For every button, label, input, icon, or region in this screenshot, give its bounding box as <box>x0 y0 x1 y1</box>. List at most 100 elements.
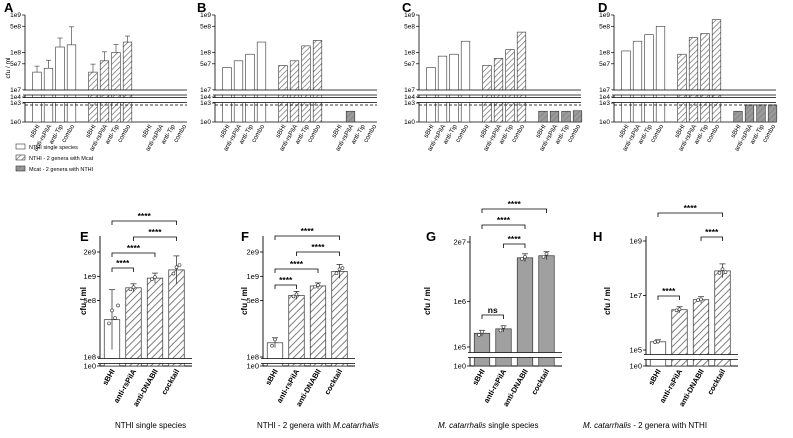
bar <box>677 53 687 123</box>
category-label: cocktail <box>159 368 181 397</box>
axis-break <box>212 97 378 103</box>
category-label: sBHI <box>263 368 279 387</box>
panel-letter: G <box>426 229 436 244</box>
y-tick-label: 1e0 <box>246 362 259 371</box>
category-label: sBHI <box>100 368 116 387</box>
legend-swatch <box>15 143 26 150</box>
significance-label: **** <box>662 286 676 296</box>
y-tick-label: 1e7 <box>10 87 21 94</box>
y-tick-label: 5e8 <box>10 23 21 30</box>
y-tick-label: 1e7 <box>404 87 415 94</box>
bar <box>700 33 710 123</box>
panel-caption: M. catarrhalis - 2 genera with NTHI <box>583 421 707 430</box>
bar <box>288 295 305 367</box>
significance-bracket <box>133 236 177 241</box>
y-tick-label: 1e0 <box>200 119 211 126</box>
panel-letter: C <box>402 0 412 15</box>
caption-italic: M. catarrhalis <box>583 421 631 430</box>
data-point <box>113 316 117 320</box>
caption-text: NTHI single species <box>115 421 186 430</box>
y-tick-label: 1e0 <box>404 119 415 126</box>
bar <box>55 46 65 123</box>
y-tick-label: 1e0 <box>629 362 642 371</box>
y-tick-label: 1e3 <box>599 100 610 107</box>
data-point <box>696 298 700 302</box>
significance-label: **** <box>148 227 162 237</box>
y-axis-label: cfu / ml <box>603 287 612 315</box>
bar <box>111 52 121 123</box>
category-label: cocktail <box>322 368 344 397</box>
data-point <box>677 307 682 311</box>
significance-bracket <box>481 314 504 319</box>
y-axis-label: cfu / ml <box>423 287 432 315</box>
y-tick-label: 5e8 <box>83 296 96 305</box>
significance-bracket <box>274 235 340 240</box>
y-tick-label: 1e8 <box>246 353 259 362</box>
significance-label: **** <box>508 234 522 244</box>
bar <box>168 269 185 367</box>
bar <box>122 41 133 123</box>
panel-D: D1e01e31e41e75e71e85e81e9sBHIanti-rsPilA… <box>598 0 777 153</box>
significance-bracket <box>481 224 526 229</box>
bar <box>516 257 534 367</box>
data-point <box>520 257 524 261</box>
data-point <box>334 271 339 275</box>
panel-letter: E <box>80 229 89 244</box>
significance-label: **** <box>127 243 141 253</box>
y-axis-label: cfu / ml <box>79 287 88 315</box>
data-point <box>291 294 296 299</box>
y-tick-label: 5e8 <box>246 296 259 305</box>
bar <box>449 53 459 123</box>
y-tick-label: 1e9 <box>404 12 415 19</box>
data-point <box>177 263 182 267</box>
significance-label: **** <box>508 199 522 209</box>
axis-break <box>212 90 378 95</box>
bar <box>572 110 583 123</box>
axis-break <box>467 352 563 358</box>
panel-letter: D <box>598 0 607 15</box>
bar <box>649 341 667 367</box>
axis-break <box>416 97 582 103</box>
axis-break <box>22 90 188 95</box>
significance-bracket <box>481 208 547 213</box>
y-tick-label: 1e0 <box>83 362 96 371</box>
category-label: cocktail <box>705 368 727 397</box>
significance-bracket <box>111 220 177 225</box>
bar <box>644 34 654 123</box>
y-tick-label: 1e8 <box>599 50 610 57</box>
bar <box>621 50 631 123</box>
y-axis-label: cfu / ml <box>5 57 12 79</box>
y-tick-label: 2e9 <box>83 248 96 257</box>
significance-bracket <box>111 267 134 272</box>
y-tick-label: 1e9 <box>246 272 259 281</box>
caption-text: single species <box>486 421 538 430</box>
axis-break <box>22 97 188 103</box>
legend-label: NTHI - 2 genera with Mcat <box>29 156 94 162</box>
bar <box>146 277 164 367</box>
significance-label: **** <box>684 203 698 213</box>
data-point <box>480 329 484 334</box>
data-point <box>110 308 114 313</box>
data-point <box>501 325 506 329</box>
axis-break <box>416 90 582 95</box>
y-tick-label: 1e6 <box>453 297 466 306</box>
y-tick-label: 1e8 <box>404 50 415 57</box>
bar <box>473 332 491 367</box>
data-point <box>150 277 154 281</box>
bar <box>256 41 267 123</box>
bar <box>744 104 755 123</box>
y-tick-label: 5e8 <box>599 23 610 30</box>
y-tick-label: 1e7 <box>629 291 642 300</box>
data-point <box>316 283 320 288</box>
y-tick-label: 1e4 <box>10 94 21 101</box>
panel-letter: H <box>593 229 602 244</box>
data-point <box>107 321 111 326</box>
bar <box>655 25 666 123</box>
y-tick-label: 1e8 <box>83 353 96 362</box>
panel-letter: B <box>197 0 206 15</box>
bar <box>66 44 77 123</box>
